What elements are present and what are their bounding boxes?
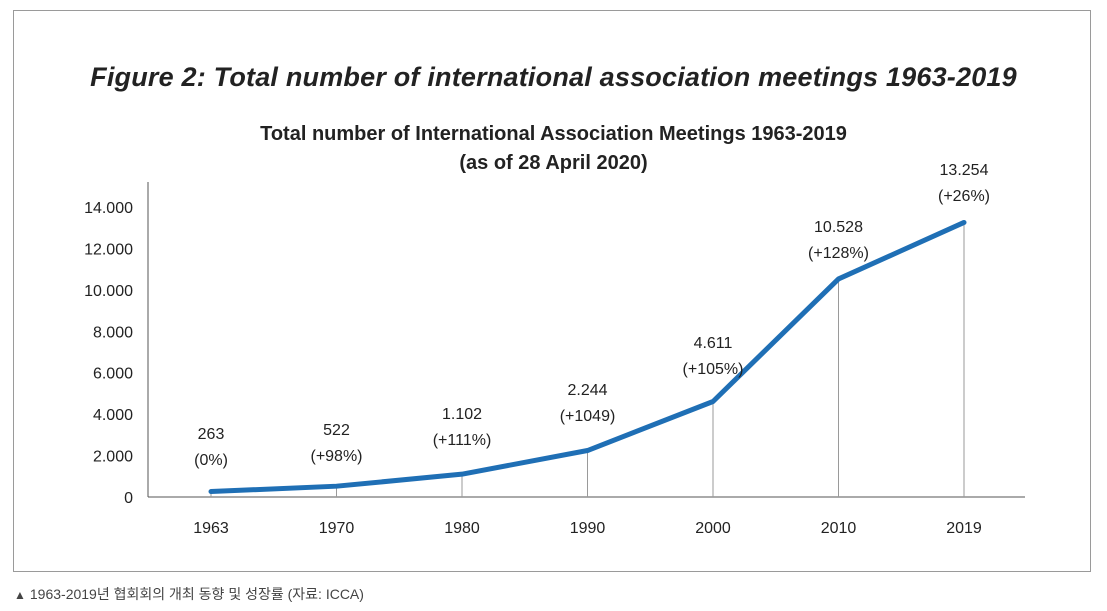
- y-tick-label: 2.000: [93, 449, 133, 466]
- y-tick-label: 0: [124, 490, 133, 507]
- x-tick-label: 1970: [319, 520, 355, 537]
- caption-text: 1963-2019년 협회회의 개최 동향 및 성장률 (자료: ICCA): [29, 586, 364, 602]
- x-tick-label: 1980: [444, 520, 480, 537]
- x-tick-label: 2010: [821, 520, 857, 537]
- data-label-change: (+26%): [938, 188, 990, 205]
- x-tick-label: 2019: [946, 520, 982, 537]
- data-label-value: 13.254: [940, 162, 989, 179]
- data-label-value: 4.611: [694, 335, 733, 352]
- triangle-up-icon: ▲: [14, 588, 26, 602]
- data-label-change: (+105%): [683, 361, 744, 378]
- x-tick-label: 1990: [570, 520, 606, 537]
- y-tick-label: 8.000: [93, 324, 133, 341]
- data-label-change: (+128%): [808, 245, 869, 262]
- y-tick-label: 10.000: [84, 283, 133, 300]
- y-tick-label: 6.000: [93, 366, 133, 383]
- data-label-value: 263: [198, 426, 225, 443]
- data-label-value: 10.528: [814, 219, 863, 236]
- y-tick-label: 14.000: [84, 200, 133, 217]
- data-label-value: 1.102: [442, 406, 482, 423]
- data-label-change: (+1049): [560, 408, 616, 425]
- data-label-change: (0%): [194, 452, 228, 469]
- figure-frame: [13, 10, 1091, 572]
- data-label-change: (+111%): [433, 432, 492, 449]
- chart-subtitle: (as of 28 April 2020): [459, 152, 648, 174]
- chart-title-block: Total number of International Associatio…: [0, 120, 1107, 178]
- figure-title: Figure 2: Total number of international …: [90, 62, 1017, 92]
- data-label-value: 2.244: [567, 382, 607, 399]
- y-tick-label: 12.000: [84, 241, 133, 258]
- y-tick-label: 4.000: [93, 407, 133, 424]
- x-tick-label: 1963: [193, 520, 229, 537]
- x-tick-label: 2000: [695, 520, 731, 537]
- chart-title: Total number of International Associatio…: [260, 123, 847, 145]
- data-label-change: (+98%): [310, 448, 362, 465]
- data-label-value: 522: [323, 422, 350, 439]
- figure-caption: ▲ 1963-2019년 협회회의 개최 동향 및 성장률 (자료: ICCA): [14, 584, 364, 604]
- series-line: [208, 219, 967, 495]
